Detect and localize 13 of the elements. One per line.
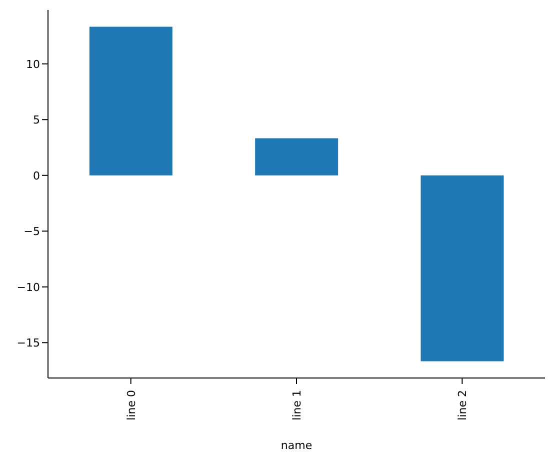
- x-tick-label: line 2: [456, 390, 470, 420]
- x-tick-label: line 1: [290, 390, 304, 420]
- y-tick-label: 10: [26, 58, 40, 71]
- x-tick-label: line 0: [124, 390, 138, 420]
- y-tick-label: −15: [16, 336, 40, 350]
- x-axis-title: name: [280, 439, 312, 452]
- y-tick-label: −5: [24, 225, 40, 238]
- y-tick-label: 5: [33, 114, 40, 127]
- y-tick-label: −10: [16, 280, 40, 294]
- bar: [420, 175, 504, 362]
- bar: [255, 138, 338, 176]
- y-tick-label: 0: [33, 169, 40, 182]
- bar: [89, 26, 172, 176]
